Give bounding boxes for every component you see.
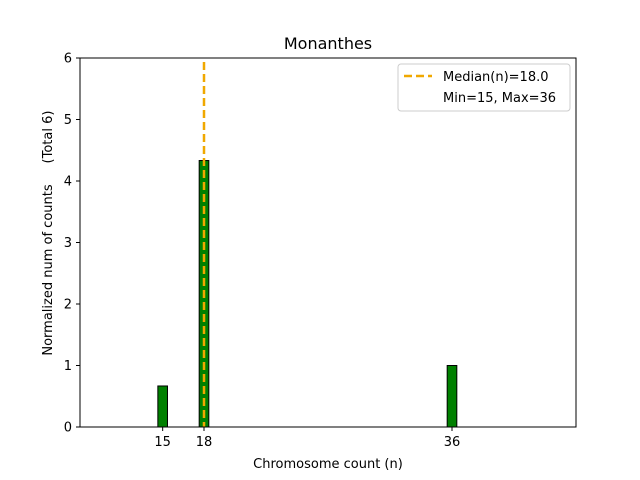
x-axis-label: Chromosome count (n)	[253, 457, 403, 472]
y-axis-label: Normalized num of counts	[41, 184, 56, 355]
y-tick-label: 3	[64, 236, 72, 251]
x-axis: 15 18 36	[154, 427, 460, 450]
bar-15	[157, 385, 168, 428]
legend-median-label: Median(n)=18.0	[443, 70, 549, 85]
bar-36	[446, 365, 458, 428]
legend-box	[397, 63, 571, 112]
x-tick-label: 36	[444, 435, 461, 450]
plot-frame	[79, 57, 577, 428]
y-axis-label-note: (Total 6)	[41, 111, 56, 164]
y-tick-label: 6	[64, 52, 72, 67]
legend-range-label: Min=15, Max=36	[443, 91, 556, 106]
y-axis: 0 1 2 3 4 5 6	[64, 52, 80, 436]
x-tick-label: 18	[196, 435, 213, 450]
chart-title: Monanthes	[284, 34, 372, 53]
y-tick-label: 4	[64, 175, 72, 190]
y-tick-label: 1	[64, 359, 72, 374]
y-tick-label: 2	[64, 298, 72, 313]
y-tick-label: 0	[64, 421, 72, 436]
y-tick-label: 5	[64, 113, 72, 128]
bars-group	[157, 160, 458, 428]
x-tick-label: 15	[154, 435, 171, 450]
legend: Median(n)=18.0 Min=15, Max=36	[397, 63, 571, 112]
